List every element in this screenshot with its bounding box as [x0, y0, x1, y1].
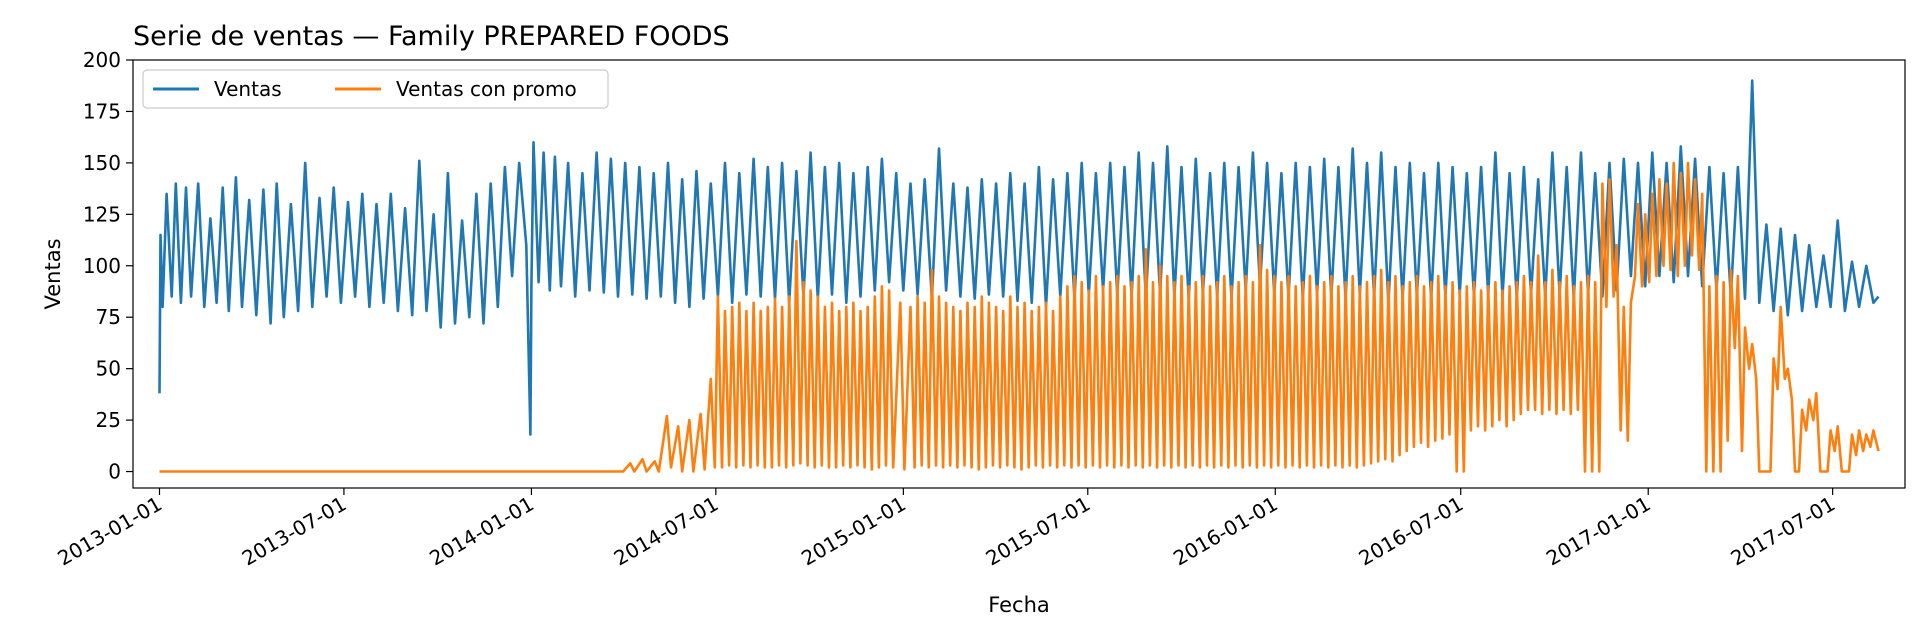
legend-label-ventas-con-promo: Ventas con promo — [396, 77, 577, 101]
y-tick-label: 125 — [83, 202, 121, 226]
x-tick-label: 2017-07-01 — [1726, 492, 1839, 571]
y-tick-label: 0 — [108, 460, 121, 484]
x-tick-label: 2015-07-01 — [982, 492, 1095, 571]
x-tick-label: 2014-01-01 — [425, 492, 538, 571]
y-tick-label: 75 — [96, 305, 121, 329]
y-tick-label: 50 — [96, 357, 121, 381]
x-tick-label: 2014-07-01 — [610, 492, 723, 571]
y-axis: 0 25 50 75 100 125 150 175 200 — [83, 48, 133, 484]
y-tick-label: 175 — [83, 99, 121, 123]
y-tick-label: 100 — [83, 254, 121, 278]
y-axis-title: Ventas — [41, 238, 65, 309]
x-tick-label: 2016-01-01 — [1169, 492, 1282, 571]
x-tick-label: 2013-07-01 — [238, 492, 351, 571]
x-tick-label: 2017-01-01 — [1542, 492, 1655, 571]
y-tick-label: 25 — [96, 408, 121, 432]
legend-label-ventas: Ventas — [214, 77, 282, 101]
x-tick-label: 2016-07-01 — [1355, 492, 1468, 571]
x-tick-label: 2013-01-01 — [53, 492, 166, 571]
series-line-ventas — [158, 79, 1880, 436]
series-line-ventas-con-promo — [159, 161, 1880, 473]
chart-title: Serie de ventas — Family PREPARED FOODS — [133, 21, 730, 52]
x-axis-title: Fecha — [988, 593, 1050, 617]
plot-area — [158, 79, 1880, 473]
x-tick-label: 2015-01-01 — [797, 492, 910, 571]
y-tick-label: 200 — [83, 48, 121, 72]
axes-frame — [132, 59, 1906, 489]
y-tick-label: 150 — [83, 151, 121, 175]
legend: Ventas Ventas con promo — [142, 69, 609, 109]
x-axis: 2013-01-01 2013-07-01 2014-01-01 2014-07-01… — [53, 488, 1839, 570]
